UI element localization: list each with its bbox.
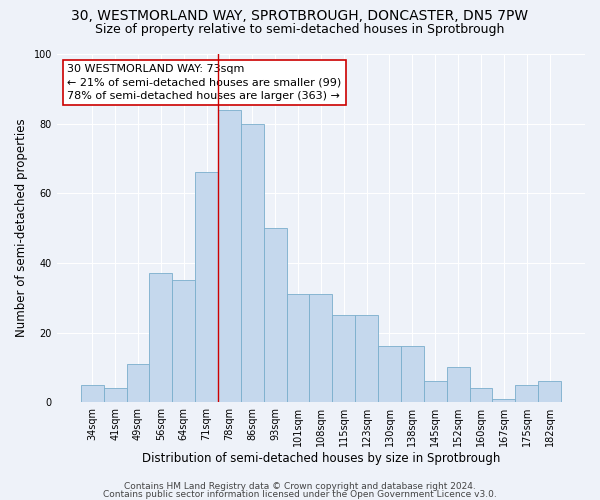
Bar bbox=[172, 280, 195, 402]
Text: Size of property relative to semi-detached houses in Sprotbrough: Size of property relative to semi-detach… bbox=[95, 22, 505, 36]
Bar bbox=[378, 346, 401, 402]
Text: 30 WESTMORLAND WAY: 73sqm
← 21% of semi-detached houses are smaller (99)
78% of : 30 WESTMORLAND WAY: 73sqm ← 21% of semi-… bbox=[67, 64, 341, 101]
Text: 30, WESTMORLAND WAY, SPROTBROUGH, DONCASTER, DN5 7PW: 30, WESTMORLAND WAY, SPROTBROUGH, DONCAS… bbox=[71, 9, 529, 23]
Bar bbox=[332, 315, 355, 402]
Bar bbox=[81, 385, 104, 402]
Bar bbox=[218, 110, 241, 402]
Bar bbox=[264, 228, 287, 402]
Bar bbox=[104, 388, 127, 402]
Bar bbox=[538, 382, 561, 402]
Bar bbox=[310, 294, 332, 402]
Text: Contains public sector information licensed under the Open Government Licence v3: Contains public sector information licen… bbox=[103, 490, 497, 499]
Bar bbox=[195, 172, 218, 402]
Text: Contains HM Land Registry data © Crown copyright and database right 2024.: Contains HM Land Registry data © Crown c… bbox=[124, 482, 476, 491]
Y-axis label: Number of semi-detached properties: Number of semi-detached properties bbox=[15, 119, 28, 338]
X-axis label: Distribution of semi-detached houses by size in Sprotbrough: Distribution of semi-detached houses by … bbox=[142, 452, 500, 465]
Bar bbox=[424, 382, 446, 402]
Bar bbox=[355, 315, 378, 402]
Bar bbox=[127, 364, 149, 402]
Bar bbox=[149, 274, 172, 402]
Bar bbox=[493, 398, 515, 402]
Bar bbox=[241, 124, 264, 402]
Bar bbox=[401, 346, 424, 402]
Bar bbox=[446, 368, 470, 402]
Bar bbox=[287, 294, 310, 402]
Bar bbox=[470, 388, 493, 402]
Bar bbox=[515, 385, 538, 402]
